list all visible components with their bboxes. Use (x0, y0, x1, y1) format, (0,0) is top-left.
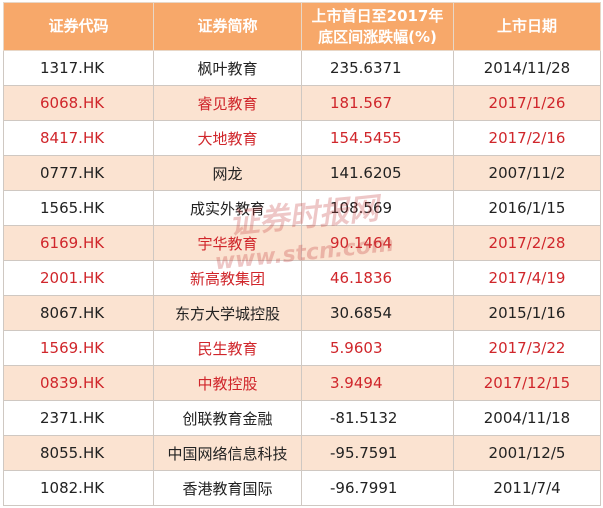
cell-code: 0777.HK (3, 155, 154, 191)
cell-date: 2017/2/28 (453, 225, 601, 261)
cell-date: 2017/12/15 (453, 365, 601, 401)
cell-code: 1317.HK (3, 50, 154, 86)
cell-change: -96.7991 (301, 470, 454, 506)
cell-name: 中教控股 (153, 365, 302, 401)
cell-name: 宇华教育 (153, 225, 302, 261)
table-row: 8067.HK 东方大学城控股 30.6854 2015/1/16 (3, 295, 601, 331)
cell-code: 1569.HK (3, 330, 154, 366)
stock-performance-table: 证券代码 证券简称 上市首日至2017年 底区间涨跌幅(%) 上市日期 1317.… (3, 2, 601, 506)
cell-date: 2004/11/18 (453, 400, 601, 436)
cell-change: 30.6854 (301, 295, 454, 331)
table-row: 2001.HK 新高教集团 46.1836 2017/4/19 (3, 260, 601, 296)
table-row: 8417.HK 大地教育 154.5455 2017/2/16 (3, 120, 601, 156)
cell-date: 2017/1/26 (453, 85, 601, 121)
cell-date: 2001/12/5 (453, 435, 601, 471)
cell-name: 新高教集团 (153, 260, 302, 296)
cell-name: 大地教育 (153, 120, 302, 156)
table-row: 1569.HK 民生教育 5.9603 2017/3/22 (3, 330, 601, 366)
cell-change: 3.9494 (301, 365, 454, 401)
cell-date: 2011/7/4 (453, 470, 601, 506)
cell-change: -95.7591 (301, 435, 454, 471)
cell-date: 2015/1/16 (453, 295, 601, 331)
table-row: 6169.HK 宇华教育 90.1464 2017/2/28 (3, 225, 601, 261)
table-row: 6068.HK 睿见教育 181.567 2017/1/26 (3, 85, 601, 121)
cell-code: 6169.HK (3, 225, 154, 261)
cell-code: 8055.HK (3, 435, 154, 471)
table-row: 1565.HK 成实外教育 108.569 2016/1/15 (3, 190, 601, 226)
table-row: 1082.HK 香港教育国际 -96.7991 2011/7/4 (3, 470, 601, 506)
cell-change: 108.569 (301, 190, 454, 226)
cell-change: 181.567 (301, 85, 454, 121)
cell-name: 创联教育金融 (153, 400, 302, 436)
cell-change: 235.6371 (301, 50, 454, 86)
cell-name: 枫叶教育 (153, 50, 302, 86)
table-header-row: 证券代码 证券简称 上市首日至2017年 底区间涨跌幅(%) 上市日期 (3, 2, 601, 51)
cell-date: 2017/2/16 (453, 120, 601, 156)
cell-code: 6068.HK (3, 85, 154, 121)
table-row: 1317.HK 枫叶教育 235.6371 2014/11/28 (3, 50, 601, 86)
table-row: 0777.HK 网龙 141.6205 2007/11/2 (3, 155, 601, 191)
cell-code: 0839.HK (3, 365, 154, 401)
cell-change: 5.9603 (301, 330, 454, 366)
cell-date: 2017/3/22 (453, 330, 601, 366)
cell-code: 1565.HK (3, 190, 154, 226)
cell-code: 2371.HK (3, 400, 154, 436)
cell-date: 2014/11/28 (453, 50, 601, 86)
cell-name: 民生教育 (153, 330, 302, 366)
table-row: 2371.HK 创联教育金融 -81.5132 2004/11/18 (3, 400, 601, 436)
header-date: 上市日期 (453, 2, 601, 51)
cell-change: 46.1836 (301, 260, 454, 296)
cell-code: 1082.HK (3, 470, 154, 506)
cell-date: 2007/11/2 (453, 155, 601, 191)
cell-change: 90.1464 (301, 225, 454, 261)
cell-date: 2016/1/15 (453, 190, 601, 226)
cell-change: 154.5455 (301, 120, 454, 156)
cell-name: 香港教育国际 (153, 470, 302, 506)
cell-name: 中国网络信息科技 (153, 435, 302, 471)
cell-date: 2017/4/19 (453, 260, 601, 296)
header-code: 证券代码 (3, 2, 154, 51)
header-name: 证券简称 (153, 2, 302, 51)
cell-name: 东方大学城控股 (153, 295, 302, 331)
cell-change: 141.6205 (301, 155, 454, 191)
cell-code: 2001.HK (3, 260, 154, 296)
cell-code: 8417.HK (3, 120, 154, 156)
table-row: 0839.HK 中教控股 3.9494 2017/12/15 (3, 365, 601, 401)
cell-name: 成实外教育 (153, 190, 302, 226)
cell-name: 睿见教育 (153, 85, 302, 121)
table-row: 8055.HK 中国网络信息科技 -95.7591 2001/12/5 (3, 435, 601, 471)
header-change: 上市首日至2017年 底区间涨跌幅(%) (301, 2, 454, 51)
cell-code: 8067.HK (3, 295, 154, 331)
header-change-text: 上市首日至2017年 底区间涨跌幅(%) (311, 6, 444, 46)
cell-change: -81.5132 (301, 400, 454, 436)
cell-name: 网龙 (153, 155, 302, 191)
